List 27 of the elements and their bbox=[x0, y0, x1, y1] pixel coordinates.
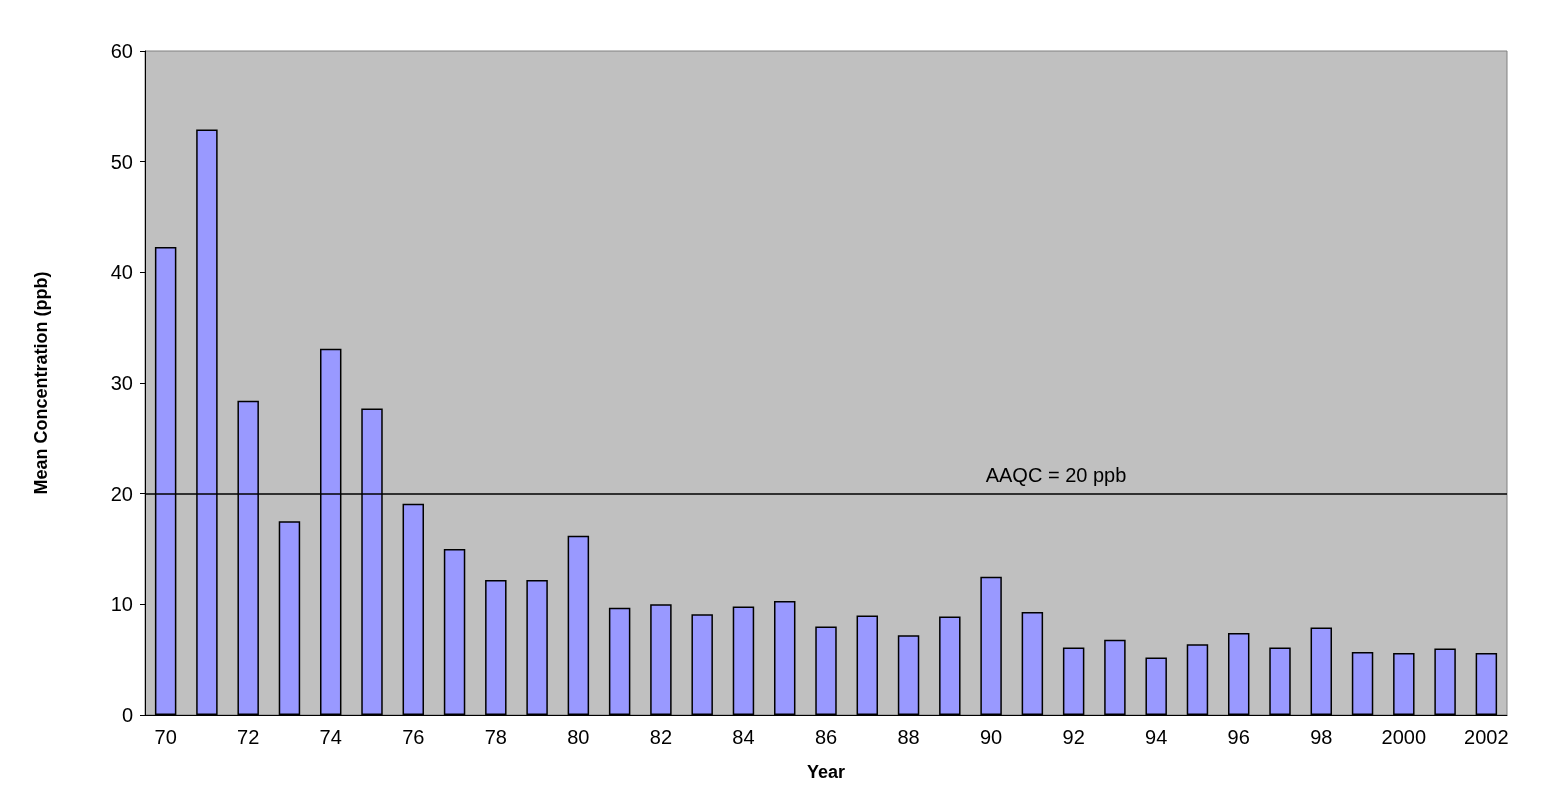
x-tick-label: 86 bbox=[814, 726, 838, 748]
x-tick-label: 70 bbox=[154, 726, 177, 748]
y-tick-label: 20 bbox=[110, 482, 133, 505]
y-tick-label: 40 bbox=[110, 261, 133, 284]
y-axis-title: Mean Concentration (ppb) bbox=[31, 271, 51, 495]
x-tick-label: 2000 bbox=[1381, 726, 1427, 748]
x-tick-label: 96 bbox=[1227, 726, 1250, 748]
ref-line-label: AAQC = 20 ppb bbox=[985, 463, 1127, 486]
x-tick-label: 78 bbox=[484, 726, 507, 748]
x-tick-label: 2002 bbox=[1464, 726, 1509, 748]
x-tick-label: 92 bbox=[1062, 726, 1085, 748]
x-tick-label: 90 bbox=[979, 726, 1003, 748]
y-tick-label: 50 bbox=[110, 150, 133, 173]
y-tick-label: 30 bbox=[110, 372, 133, 394]
x-tick-label: 84 bbox=[732, 726, 755, 748]
x-axis-title: Year bbox=[806, 762, 846, 782]
y-tick-label: 60 bbox=[110, 40, 133, 62]
x-tick-label: 82 bbox=[649, 726, 673, 748]
x-tick-label: 94 bbox=[1145, 726, 1168, 748]
x-tick-label: 74 bbox=[319, 726, 342, 748]
x-tick-label: 98 bbox=[1310, 726, 1333, 748]
y-tick-label: 10 bbox=[110, 593, 133, 616]
x-tick-label: 72 bbox=[237, 726, 260, 748]
y-tick-label: 0 bbox=[121, 704, 133, 726]
x-tick-label: 76 bbox=[402, 726, 425, 748]
x-tick-label: 80 bbox=[567, 726, 590, 748]
x-tick-label: 88 bbox=[897, 726, 920, 748]
